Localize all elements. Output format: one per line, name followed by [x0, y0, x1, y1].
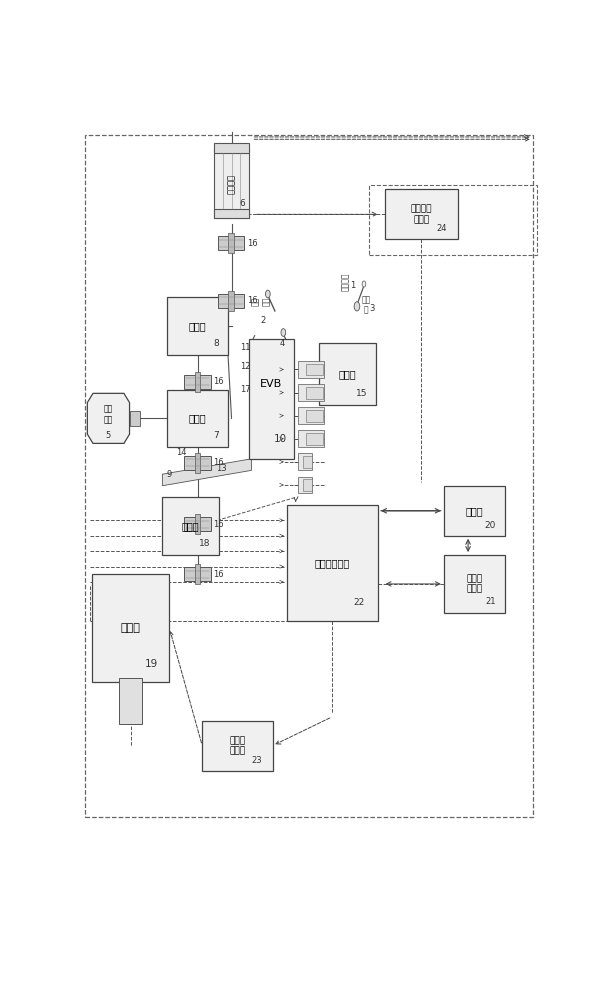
Circle shape [281, 329, 286, 336]
Text: 7: 7 [213, 431, 219, 440]
Bar [302, 479, 312, 491]
Bar [167, 297, 228, 355]
Text: 16: 16 [247, 296, 257, 305]
Bar [162, 497, 218, 555]
Bar [214, 149, 249, 218]
Bar [306, 364, 323, 375]
Text: 10: 10 [274, 434, 287, 444]
Text: 16: 16 [213, 377, 224, 386]
Text: 仿真架: 仿真架 [339, 369, 356, 379]
Text: 激励电机
控制器: 激励电机 控制器 [411, 205, 432, 224]
Bar [298, 407, 324, 424]
Text: 齿轮箱: 齿轮箱 [189, 413, 206, 423]
Bar [167, 390, 228, 447]
Bar [202, 721, 272, 771]
Text: 9: 9 [167, 470, 172, 479]
Bar [298, 430, 324, 447]
Bar [302, 456, 312, 468]
Text: 16: 16 [213, 570, 224, 579]
Text: 实时仿
真系统: 实时仿 真系统 [466, 574, 482, 594]
Bar [185, 517, 211, 531]
Bar [249, 339, 293, 459]
Bar [218, 294, 244, 308]
Text: 1: 1 [350, 281, 355, 290]
Text: 19: 19 [145, 659, 158, 669]
Text: 16: 16 [247, 239, 257, 248]
Bar [287, 505, 378, 620]
Text: 5: 5 [106, 431, 111, 440]
Bar [195, 514, 200, 534]
Bar [129, 411, 140, 426]
Text: 14: 14 [176, 448, 186, 457]
Polygon shape [87, 393, 129, 443]
Circle shape [266, 290, 270, 298]
Text: 2: 2 [261, 316, 266, 325]
Bar [195, 453, 200, 473]
Text: 变速器: 变速器 [189, 321, 206, 331]
Bar [298, 384, 324, 401]
Bar [195, 372, 200, 392]
Text: 4: 4 [280, 339, 284, 348]
Text: 测功机: 测功机 [121, 623, 140, 633]
Text: 驱动滤波电路: 驱动滤波电路 [315, 558, 350, 568]
Text: 22: 22 [353, 598, 364, 607]
Text: 测功机
控制器: 测功机 控制器 [229, 736, 246, 755]
Bar [214, 209, 249, 218]
Text: 16: 16 [213, 458, 224, 467]
Text: 第二电机: 第二电机 [227, 174, 236, 194]
Text: 加速踏板: 加速踏板 [341, 272, 350, 291]
Bar [306, 410, 323, 422]
Text: 17: 17 [241, 385, 251, 394]
Text: 制动
踏板: 制动 踏板 [251, 296, 270, 306]
Text: 18: 18 [198, 539, 210, 548]
Text: 11: 11 [241, 343, 251, 352]
Text: 16: 16 [213, 520, 224, 529]
Bar [214, 143, 249, 153]
Bar [443, 486, 505, 536]
Text: EVB: EVB [260, 379, 283, 389]
Bar [185, 567, 211, 581]
Bar [306, 387, 323, 399]
Bar [443, 555, 505, 613]
Bar [92, 574, 169, 682]
Bar [85, 135, 533, 817]
Bar [119, 678, 142, 724]
Bar [319, 343, 376, 405]
Circle shape [354, 302, 360, 311]
Bar [229, 233, 234, 253]
Text: 计算机: 计算机 [465, 506, 483, 516]
Bar [229, 291, 234, 311]
Bar [185, 456, 211, 470]
Text: 换挡
杆: 换挡 杆 [362, 295, 371, 314]
Text: 8: 8 [213, 339, 219, 348]
Text: 第一
电机: 第一 电机 [104, 405, 113, 424]
Bar [218, 236, 244, 250]
Bar [368, 185, 537, 255]
Bar [195, 564, 200, 584]
Bar [298, 361, 324, 378]
Text: 扭矩仪: 扭矩仪 [182, 521, 199, 531]
Polygon shape [162, 459, 252, 486]
Circle shape [362, 281, 366, 287]
Text: 6: 6 [239, 199, 245, 208]
Bar [385, 189, 458, 239]
Text: 12: 12 [241, 362, 251, 371]
Text: 23: 23 [252, 756, 262, 765]
Bar [306, 433, 323, 445]
Text: 24: 24 [436, 224, 447, 233]
Text: 21: 21 [485, 597, 495, 606]
Text: 15: 15 [356, 389, 367, 398]
Bar [185, 375, 211, 389]
Text: 20: 20 [484, 521, 495, 530]
Text: 13: 13 [215, 464, 226, 473]
Bar [298, 453, 312, 470]
Bar [298, 477, 312, 493]
Text: 3: 3 [369, 304, 374, 313]
